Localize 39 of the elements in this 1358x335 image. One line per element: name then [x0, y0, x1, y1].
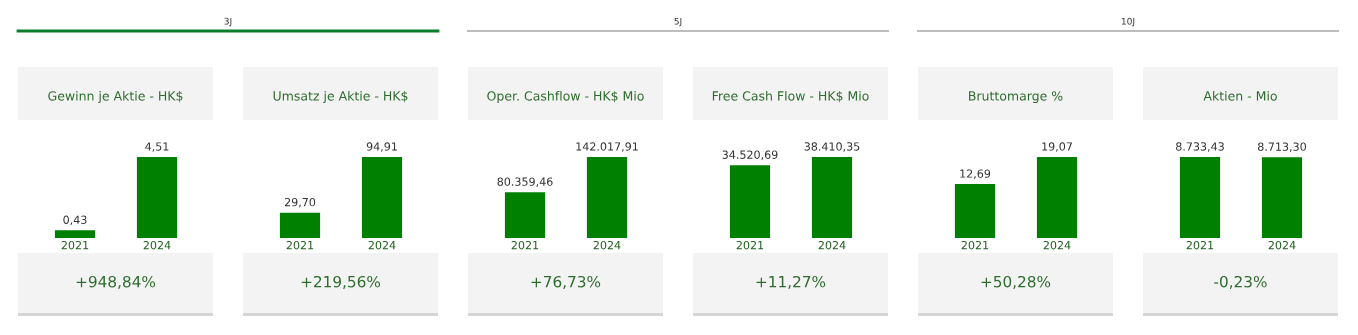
x-tick-label: 2024 [143, 240, 171, 250]
data-label: 19,07 [1042, 142, 1072, 152]
data-label: 38.410,35 [804, 142, 860, 152]
data-label: 8.713,30 [1258, 142, 1306, 152]
x-tick-label: 2021 [961, 240, 989, 250]
data-label: 12,69 [960, 169, 991, 179]
text: 5J [674, 17, 682, 27]
data-label: 29,70 [284, 197, 316, 208]
data-label: 0,43 [63, 215, 87, 226]
x-tick-label: 2024 [593, 240, 621, 250]
data-label: 80.359,46 [497, 177, 553, 187]
chart-title: Umsatz je Aktie - HK$ [273, 90, 408, 104]
text: +219,56% [301, 275, 381, 289]
text: +50,28% [981, 275, 1051, 289]
text: +948,84% [76, 275, 156, 289]
x-tick-label: 2021 [1186, 240, 1214, 250]
data-label: 142.017,91 [576, 142, 638, 152]
x-tick-label: 2021 [61, 240, 89, 250]
x-tick-label: 2021 [511, 240, 539, 250]
data-label: 8.733,43 [1176, 142, 1224, 152]
x-tick-label: 2024 [1268, 240, 1296, 250]
chart-title: Gewinn je Aktie - HK$ [48, 90, 183, 104]
x-tick-label: 2024 [1043, 240, 1071, 250]
text: +76,73% [531, 275, 601, 289]
chart-title: Free Cash Flow - HK$ Mio [712, 90, 869, 103]
data-label: 4,51 [145, 142, 169, 152]
text: -0,23% [1214, 275, 1267, 289]
text: 3J [224, 17, 232, 27]
chart-title: Aktien - Mio [1203, 90, 1277, 101]
data-label: 94,91 [366, 142, 397, 152]
x-tick-label: 2021 [286, 240, 314, 250]
chart-title: Bruttomarge % [969, 91, 1063, 104]
text: 10J [1121, 17, 1135, 27]
text: +11,27% [756, 275, 826, 289]
x-tick-label: 2024 [368, 240, 396, 250]
x-tick-label: 2021 [736, 240, 764, 250]
x-tick-label: 2024 [818, 240, 846, 250]
chart-title: Oper. Cashflow - HK$ Mio [487, 90, 644, 104]
data-label: 34.520,69 [722, 150, 778, 161]
